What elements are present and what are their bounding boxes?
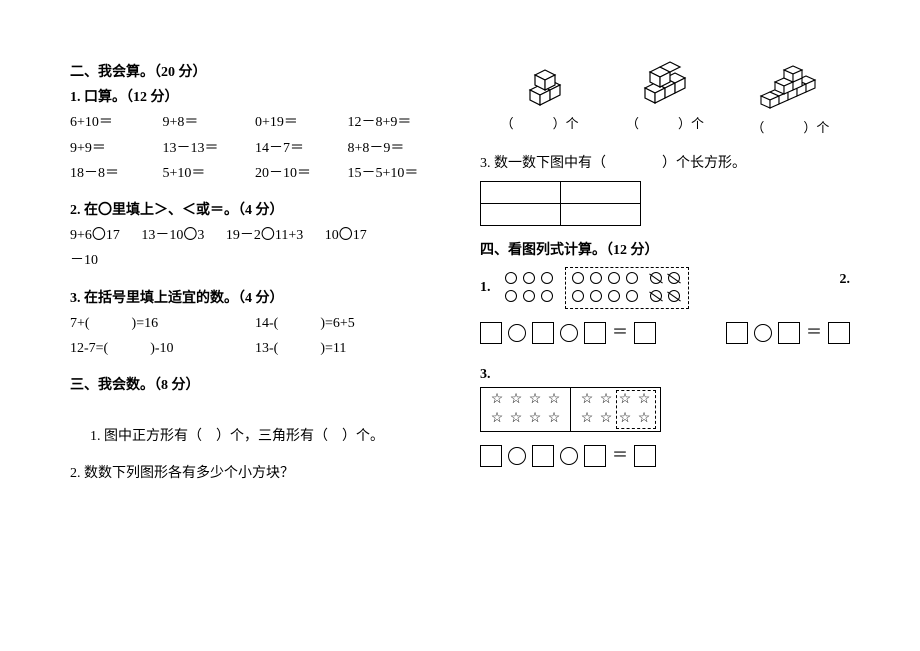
q3-row-1: 12-7=( )-10 13-( )=11 (70, 336, 440, 361)
equation-1: ＝ ＝ (480, 319, 850, 348)
circle-block-struck (650, 272, 682, 304)
q1-cell: 13－13＝ (163, 136, 256, 161)
blank-square (634, 445, 656, 467)
q2-tail: －10 (70, 248, 440, 273)
q1-row-2: 18－8＝ 5+10＝ 20－10＝ 15－5+10＝ (70, 161, 440, 186)
cubes-icon (630, 60, 700, 110)
q1-row-0: 6+10＝ 9+8＝ 0+19＝ 12－8+9＝ (70, 110, 440, 135)
q1-cell: 12－8+9＝ (348, 110, 441, 135)
stars-figure: ☆☆☆☆ ☆☆☆☆ ☆☆☆☆ ☆☆☆☆ (480, 387, 661, 432)
blank-square (726, 322, 748, 344)
q3-cell: 7+( )=16 (70, 311, 255, 336)
q2-item: 10〇17 (325, 223, 367, 248)
q1-cell: 18－8＝ (70, 161, 163, 186)
equation-3: ＝ (480, 442, 850, 471)
q3-cell: 13-( )=11 (255, 336, 440, 361)
blank-square (532, 322, 554, 344)
cubes-icon (510, 60, 570, 110)
sec4-title: 四、看图列式计算。（12 分） (480, 238, 850, 263)
q2-line: 9+6〇17 13－10〇3 19－2〇11+3 10〇17 (70, 223, 440, 248)
operator-circle (560, 447, 578, 465)
q2-title: 2. 在〇里填上＞、＜或＝。（4 分） (70, 198, 440, 223)
blank-square (584, 322, 606, 344)
q2-item: 9+6〇17 (70, 223, 120, 248)
circle-block (572, 272, 640, 304)
spacer (70, 398, 440, 424)
stars-right: ☆☆☆☆ ☆☆☆☆ (570, 388, 660, 431)
q1-cell: 0+19＝ (255, 110, 348, 135)
q-number: 2. (840, 267, 851, 292)
q1-row-1: 9+9＝ 13－13＝ 14－7＝ 8+8－9＝ (70, 136, 440, 161)
q1-cell: 5+10＝ (163, 161, 256, 186)
cube-label: （ ）个 (501, 112, 579, 135)
cubes-row: （ ）个 （ ）个 (480, 60, 850, 139)
q3-cell: 14-( )=6+5 (255, 311, 440, 336)
circle-block (505, 272, 555, 304)
dashed-box (565, 267, 689, 309)
q4-1-figure: 1. 2. (480, 267, 850, 309)
cube-label: （ ）个 (751, 116, 829, 139)
q1-cell: 14－7＝ (255, 136, 348, 161)
s3-q1: 1. 图中正方形有（ ）个，三角形有（ ）个。 (70, 424, 440, 449)
equals-sign: ＝ (806, 319, 822, 348)
operator-circle (560, 324, 578, 342)
blank-square (584, 445, 606, 467)
operator-circle (508, 447, 526, 465)
q2-item: 13－10〇3 (141, 223, 204, 248)
cube-item: （ ）个 (751, 60, 829, 139)
q1-cell: 15－5+10＝ (348, 161, 441, 186)
right-column: （ ）个 （ ）个 (480, 60, 850, 487)
circles-outside (505, 267, 689, 309)
cube-item: （ ）个 (626, 60, 704, 139)
sec3-title: 三、我会数。（8 分） (70, 373, 440, 398)
left-column: 二、我会算。（20 分） 1. 口算。（12 分） 6+10＝ 9+8＝ 0+1… (70, 60, 440, 487)
q1-cell: 20－10＝ (255, 161, 348, 186)
q3-row-0: 7+( )=16 14-( )=6+5 (70, 311, 440, 336)
q1-cell: 8+8－9＝ (348, 136, 441, 161)
q3-title: 3. 在括号里填上适宜的数。（4 分） (70, 286, 440, 311)
equals-sign: ＝ (612, 319, 628, 348)
cubes-icon (751, 60, 829, 114)
blank-square (532, 445, 554, 467)
q-number: 3. (480, 362, 850, 387)
q-number: 1. (480, 275, 491, 300)
q3-cell: 12-7=( )-10 (70, 336, 255, 361)
blank-square (634, 322, 656, 344)
operator-circle (754, 324, 772, 342)
blank-square (778, 322, 800, 344)
blank-square (828, 322, 850, 344)
rectangle-figure (480, 181, 641, 226)
q1-cell: 9+9＝ (70, 136, 163, 161)
cube-label: （ ）个 (626, 112, 704, 135)
equals-sign: ＝ (612, 442, 628, 471)
q1-cell: 9+8＝ (163, 110, 256, 135)
s3-q3: 3. 数一数下图中有（ ）个长方形。 (480, 151, 850, 176)
dashed-selection (616, 390, 656, 429)
q2-item: 19－2〇11+3 (226, 223, 303, 248)
stars-left: ☆☆☆☆ ☆☆☆☆ (481, 388, 570, 431)
operator-circle (508, 324, 526, 342)
sec2-title: 二、我会算。（20 分） (70, 60, 440, 85)
cube-item: （ ）个 (501, 60, 579, 139)
q1-title: 1. 口算。（12 分） (70, 85, 440, 110)
blank-square (480, 445, 502, 467)
blank-square (480, 322, 502, 344)
s3-q2: 2. 数数下列图形各有多少个小方块？ (70, 461, 440, 486)
q1-cell: 6+10＝ (70, 110, 163, 135)
